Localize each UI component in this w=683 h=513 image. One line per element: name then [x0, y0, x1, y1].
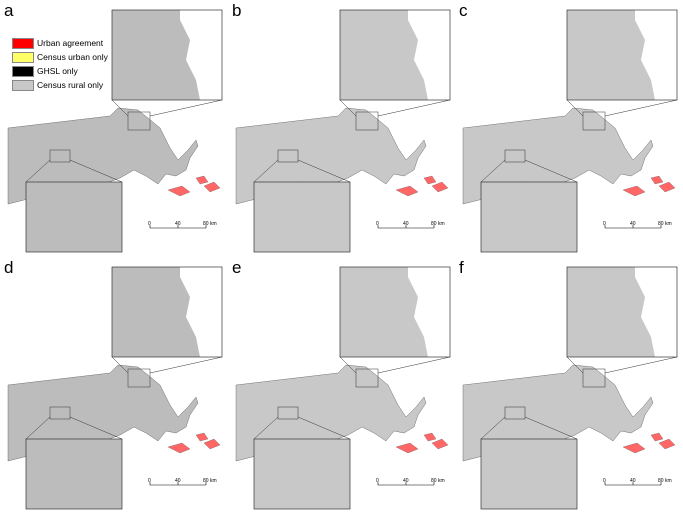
legend-swatch — [12, 65, 34, 77]
scale-label-mid: 40 — [630, 478, 636, 484]
state-map-svg — [235, 9, 451, 253]
legend-item-ghsl-only: GHSL only — [12, 64, 108, 78]
panel-letter: c — [459, 1, 468, 20]
scale-label-zero: 0 — [148, 221, 151, 227]
state-map-svg — [7, 9, 223, 253]
scale-label-zero: 0 — [603, 478, 606, 484]
scale-label-end: 80 km — [431, 221, 445, 227]
state-map-svg — [462, 9, 678, 253]
scale-label-end: 80 km — [203, 221, 217, 227]
legend-item-census-rural-only: Census rural only — [12, 78, 108, 92]
legend-item-census-urban-only: Census urban only — [12, 50, 108, 64]
legend-label: GHSL only — [37, 66, 78, 76]
legend-item-urban-agreement: Urban agreement — [12, 36, 108, 50]
map-panel-c: c 0 40 80 km — [455, 0, 682, 256]
legend-swatch — [12, 79, 34, 91]
panel-letter: a — [4, 1, 14, 20]
legend-swatch — [12, 51, 34, 63]
panel-letter: e — [232, 258, 242, 277]
scale-label-zero: 0 — [376, 221, 379, 227]
map-legend: Urban agreement Census urban only GHSL o… — [12, 36, 108, 92]
scale-label-zero: 0 — [148, 478, 151, 484]
scale-label-zero: 0 — [603, 221, 606, 227]
legend-label: Census rural only — [37, 80, 104, 90]
map-panel-a: a 0 40 80 km — [0, 0, 227, 256]
panel-letter: b — [232, 1, 242, 20]
state-map-svg — [235, 266, 451, 510]
scale-label-end: 80 km — [658, 478, 672, 484]
scale-label-mid: 40 — [403, 221, 409, 227]
state-map-svg — [7, 266, 223, 510]
map-panel-f: f 0 40 80 km — [455, 257, 682, 513]
map-panel-e: e 0 40 80 km — [228, 257, 455, 513]
scale-label-end: 80 km — [658, 221, 672, 227]
panel-letter: f — [459, 258, 464, 277]
scale-label-mid: 40 — [175, 478, 181, 484]
legend-label: Census urban only — [37, 52, 108, 62]
scale-label-mid: 40 — [175, 221, 181, 227]
scale-label-end: 80 km — [431, 478, 445, 484]
legend-swatch — [12, 37, 34, 49]
map-panel-d: d 0 40 80 km — [0, 257, 227, 513]
legend-label: Urban agreement — [37, 38, 104, 48]
map-panel-b: b 0 40 80 km — [228, 0, 455, 256]
scale-label-mid: 40 — [403, 478, 409, 484]
state-map-svg — [462, 266, 678, 510]
scale-label-mid: 40 — [630, 221, 636, 227]
panel-letter: d — [4, 258, 14, 277]
scale-label-end: 80 km — [203, 478, 217, 484]
scale-label-zero: 0 — [376, 478, 379, 484]
